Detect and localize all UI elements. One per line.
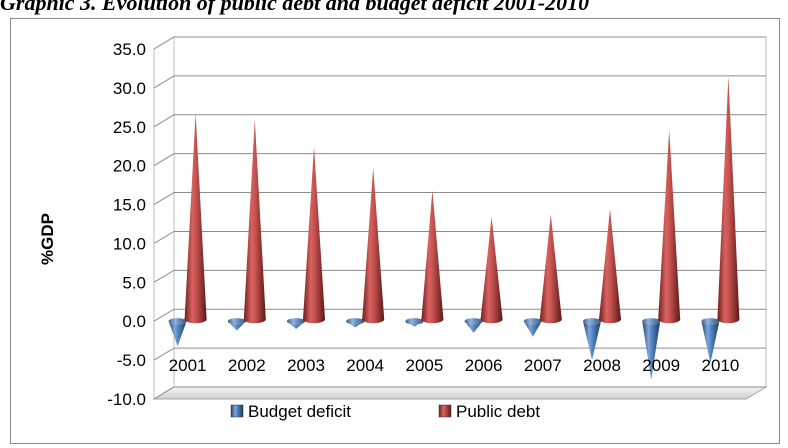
y-tick-label: -5.0 [117, 351, 146, 370]
gridline [153, 269, 766, 283]
x-tick-label: 2006 [465, 356, 503, 375]
y-tick-label: 20.0 [113, 157, 146, 176]
gridline [153, 153, 766, 167]
gridline [153, 386, 766, 400]
gridline [153, 75, 766, 89]
debt-cone [421, 190, 444, 324]
y-tick-label: -10.0 [107, 390, 146, 409]
deficit-cone [168, 318, 187, 347]
y-tick-label: 35.0 [113, 40, 146, 59]
y-axis-label: %GDP [38, 213, 57, 265]
x-tick-label: 2007 [524, 356, 562, 375]
y-tick-label: 30.0 [113, 79, 146, 98]
legend-swatch [438, 404, 452, 418]
deficit-cone [583, 318, 601, 361]
side-wall [153, 36, 175, 400]
legend-label: Public debt [456, 402, 540, 421]
y-tick-label: 25.0 [113, 118, 146, 137]
x-tick-label: 2008 [583, 356, 621, 375]
y-tick-label: 10.0 [113, 234, 146, 253]
y-tick-label: 15.0 [113, 196, 146, 215]
debt-cone [539, 214, 562, 324]
x-axis-ticks: 2001 2002 2003 2004 2005 2006 2007 2008 2009 2010 [169, 356, 740, 375]
x-tick-label: 2005 [405, 356, 443, 375]
debt-cone [658, 129, 681, 324]
debt-cone [243, 119, 266, 324]
debt-cone [303, 146, 325, 324]
deficit-cone [701, 318, 720, 364]
deficit-cone [464, 318, 483, 333]
chart-svg: -10.0-5.00.05.010.015.020.025.030.035.0 … [38, 36, 768, 421]
gridline [153, 347, 766, 361]
x-tick-label: 2001 [169, 356, 207, 375]
y-tick-label: 5.0 [122, 273, 146, 292]
deficit-cone [227, 318, 246, 331]
debt-cone [362, 167, 385, 324]
chart-area: -10.0 -5.0 0.0 5.0 10.0 15.0 20.0 25.0 30.0 35.0 … [10, 18, 780, 444]
x-tick-label: 2002 [228, 356, 266, 375]
debt-cone [599, 209, 621, 324]
gridline [153, 36, 766, 50]
y-tick-label: 0.0 [122, 312, 146, 331]
gridlines [153, 36, 766, 400]
gridline [153, 230, 766, 244]
back-wall [173, 36, 767, 388]
debt-cone [480, 216, 503, 324]
legend-swatch [230, 404, 244, 418]
gridline [153, 114, 766, 128]
debt-cone [717, 76, 740, 324]
y-axis-ticks: -10.0 -5.0 0.0 5.0 10.0 15.0 20.0 25.0 30.0 35.0 [107, 40, 146, 409]
cone-bars [168, 76, 740, 380]
legend-label: Budget deficit [248, 402, 351, 421]
x-tick-label: 2009 [642, 356, 680, 375]
deficit-cone [523, 318, 542, 337]
chart-floor [152, 386, 768, 400]
x-tick-label: 2004 [346, 356, 384, 375]
x-tick-label: 2010 [701, 356, 739, 375]
gridline [153, 308, 766, 322]
deficit-cone [405, 318, 424, 327]
deficit-cone [346, 318, 365, 328]
x-tick-label: 2003 [287, 356, 325, 375]
deficit-cone [642, 318, 661, 380]
chart-caption: Graphic 3. Evolution of public debt and … [0, 0, 590, 15]
legend: Budget deficit Public debt [230, 402, 540, 421]
debt-cone [184, 113, 207, 324]
gridline [153, 192, 766, 205]
deficit-cone [287, 318, 305, 329]
